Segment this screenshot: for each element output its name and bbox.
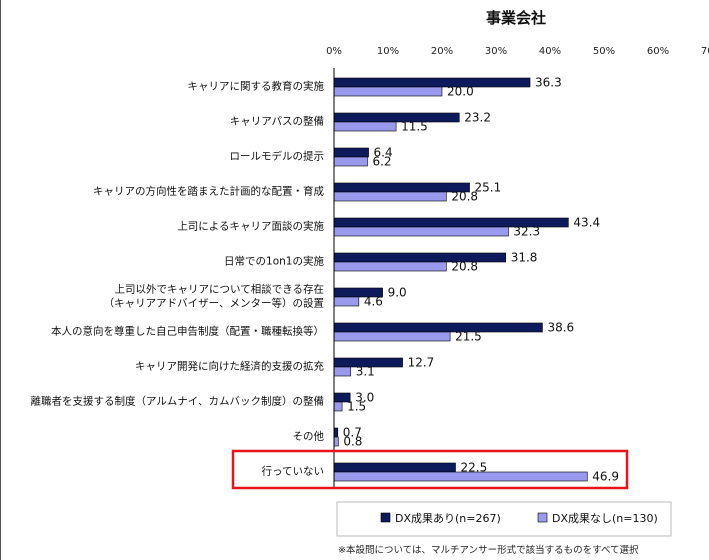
data-label-series-2: 20.8	[451, 260, 478, 274]
category-labels: キャリアに関する教育の実施キャリアパスの整備ロールモデルの提示キャリアの方向性を…	[31, 80, 325, 478]
data-label-series-1: 9.0	[388, 286, 407, 300]
data-label-series-2: 1.5	[347, 400, 366, 414]
category-label: 離職者を支援する制度（アルムナイ、カムバック制度）の整備	[31, 395, 324, 408]
x-tick-label: 0%	[326, 46, 342, 57]
data-label-series-2: 20.8	[451, 190, 478, 204]
data-label-series-1: 23.2	[464, 111, 491, 125]
bar-series-2	[333, 471, 588, 482]
bar-series-2	[333, 436, 339, 447]
legend-frame	[336, 501, 672, 537]
data-label-series-2: 21.5	[455, 330, 482, 344]
data-label-series-1: 36.3	[535, 76, 562, 90]
category-label: キャリアの方向性を踏まえた計画的な配置・育成	[93, 185, 324, 198]
category-label: キャリアパスの整備	[230, 115, 324, 128]
data-label-series-2: 0.8	[343, 435, 362, 449]
bar-series-1	[333, 427, 339, 438]
bar-series-2	[333, 296, 360, 307]
category-label: その他	[293, 430, 325, 443]
legend-swatch-series-1	[380, 512, 391, 523]
bar-series-2	[333, 191, 447, 202]
category-label: 日常での1on1の実施	[224, 255, 324, 268]
x-tick-label: 20%	[431, 46, 453, 57]
x-tick-label: 70%	[701, 46, 709, 57]
bar-series-2	[333, 401, 343, 412]
legend-label-series-1: DX成果あり(n=267)	[395, 512, 501, 525]
bar-series-1	[333, 252, 507, 263]
bar-series-1	[333, 462, 456, 473]
bar-series-2	[333, 366, 352, 377]
category-label: 上司によるキャリア面談の実施	[177, 220, 324, 233]
data-label-series-2: 11.5	[401, 120, 428, 134]
data-label-series-1: 3.0	[355, 391, 374, 405]
bar-series-1	[333, 182, 470, 193]
bar-series-2	[333, 331, 451, 342]
category-label: （キャリアアドバイザー、メンター等）の設置	[104, 297, 324, 310]
data-label-series-2: 32.3	[513, 225, 540, 239]
category-label: 上司以外でキャリアについて相談できる存在	[115, 283, 324, 296]
data-label-series-1: 38.6	[547, 321, 574, 335]
category-label: 行っていない	[262, 465, 324, 478]
data-label-series-1: 6.4	[374, 146, 393, 160]
bar-series-1	[333, 77, 531, 88]
bar-series-2	[333, 261, 447, 272]
data-label-series-1: 31.8	[511, 251, 538, 265]
chart-title: 事業会社	[486, 9, 546, 27]
bar-series-1	[333, 147, 369, 158]
legend: DX成果あり(n=267) DX成果なし(n=130)	[336, 501, 672, 537]
data-label-series-1: 0.7	[343, 426, 362, 440]
footnote: ※本設問については、マルチアンサー形式で該当するものをすべて選択	[338, 544, 639, 556]
category-label: キャリアに関する教育の実施	[188, 80, 325, 93]
x-axis-ticks: 0% 10% 20% 30% 40% 50% 60% 70%	[326, 46, 709, 57]
data-label-series-1: 22.5	[461, 461, 488, 475]
x-tick-label: 30%	[485, 46, 507, 57]
bars: 36.320.023.211.56.46.225.120.843.432.331…	[333, 76, 619, 484]
data-label-series-2: 6.2	[372, 155, 391, 169]
bar-series-2	[333, 156, 368, 167]
bar-series-2	[333, 121, 397, 132]
x-tick-label: 50%	[593, 46, 615, 57]
data-label-series-2: 20.0	[447, 85, 474, 99]
bar-series-1	[333, 112, 460, 123]
bar-series-2	[333, 86, 443, 97]
category-label: 本人の意向を尊重した自己申告制度（配置・職種転換等）	[51, 325, 324, 338]
data-label-series-1: 43.4	[573, 216, 600, 230]
category-label: ロールモデルの提示	[230, 150, 325, 163]
x-tick-label: 40%	[539, 46, 561, 57]
x-tick-label: 10%	[377, 46, 399, 57]
bar-series-1	[333, 322, 543, 333]
data-label-series-2: 46.9	[592, 470, 619, 484]
legend-label-series-2: DX成果なし(n=130)	[552, 512, 658, 525]
data-label-series-1: 12.7	[408, 356, 435, 370]
data-label-series-2: 4.6	[364, 295, 383, 309]
bar-series-2	[333, 226, 509, 237]
legend-swatch-series-2	[537, 512, 548, 523]
data-label-series-1: 25.1	[475, 181, 502, 195]
category-label: キャリア開発に向けた経済的支援の拡充	[135, 360, 324, 373]
data-label-series-2: 3.1	[356, 365, 375, 379]
x-tick-label: 60%	[647, 46, 669, 57]
highlight-box	[231, 449, 629, 490]
